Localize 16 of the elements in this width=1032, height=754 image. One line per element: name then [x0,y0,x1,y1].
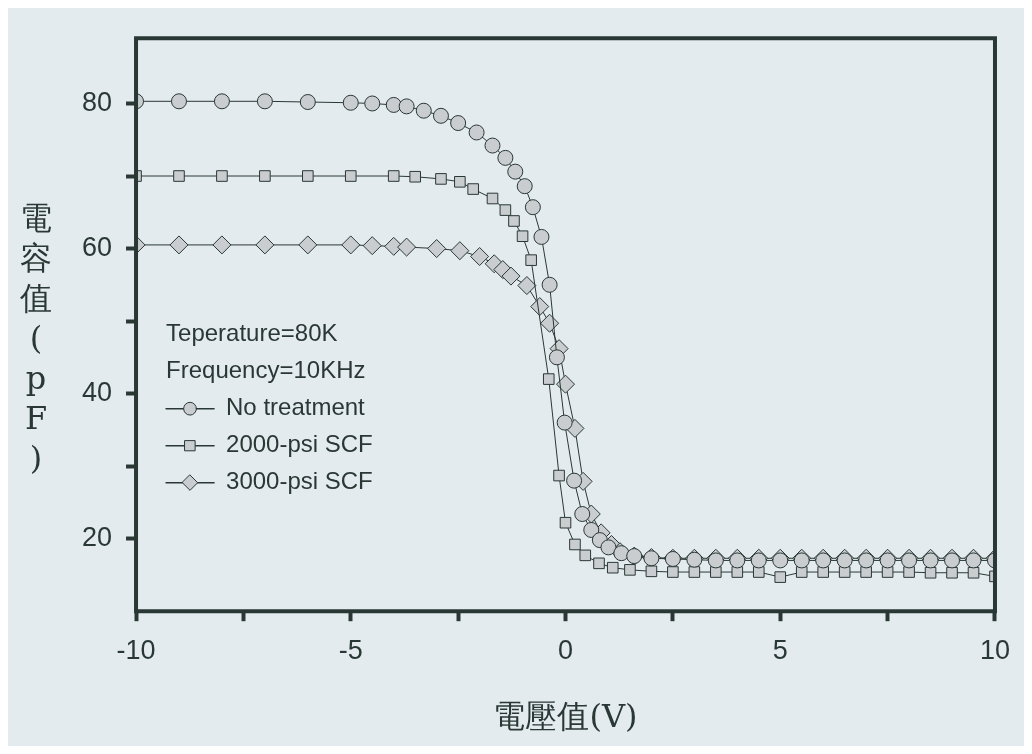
y-tick-label: 20 [81,522,113,553]
legend-label: 2000-psi SCF [226,430,373,458]
x-tick-label: 0 [557,634,574,665]
y-axis-title: 電容值(pF) [20,198,52,478]
legend-label: 3000-psi SCF [226,467,373,495]
x-tick-label: 10 [979,634,1011,665]
legend-label: No treatment [226,393,366,421]
x-tick-label: 5 [772,634,788,665]
annotation: Frequency=10KHz [166,356,366,384]
x-tick-label: -5 [338,634,363,665]
x-tick-label: -10 [116,634,156,665]
y-tick-label: 80 [81,86,113,117]
x-axis-title: 電壓值(V) [493,697,638,736]
y-tick-label: 40 [81,377,113,408]
y-tick-label: 60 [81,231,113,262]
annotation: Teperature=80K [166,319,338,347]
